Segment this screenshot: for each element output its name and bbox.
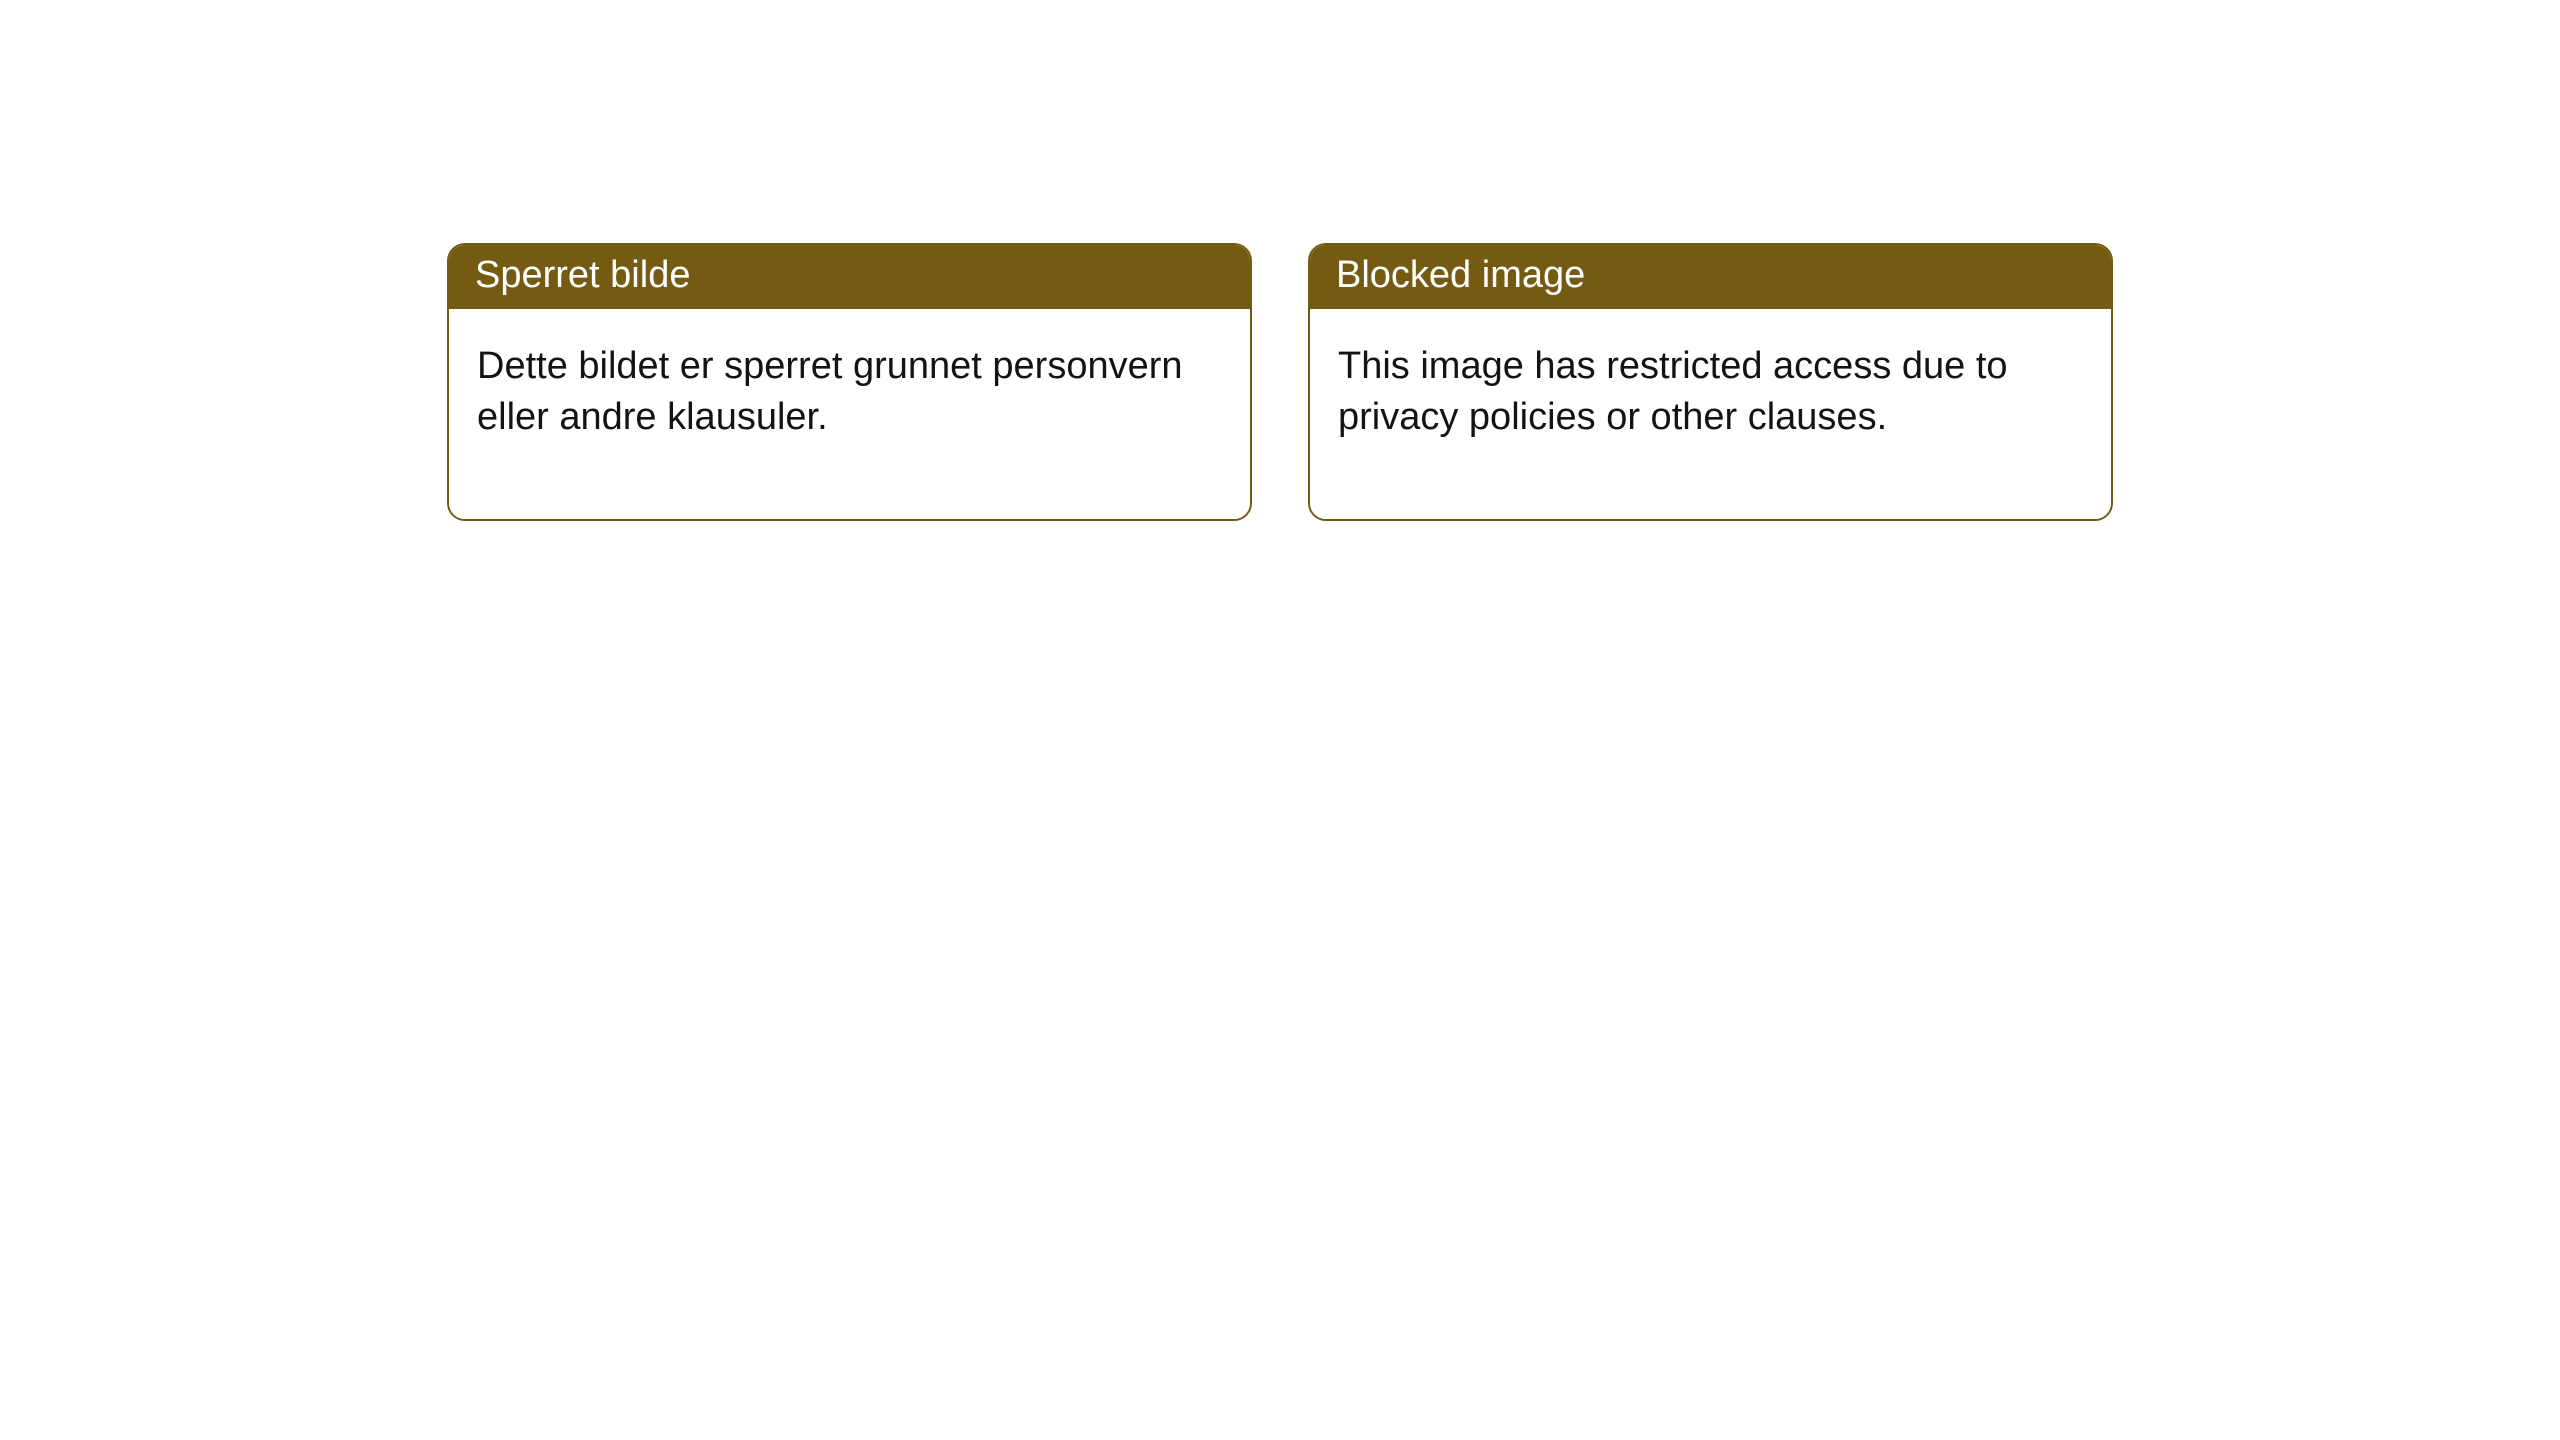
notice-card-english: Blocked image This image has restricted … xyxy=(1308,243,2113,521)
notice-card-body: Dette bildet er sperret grunnet personve… xyxy=(449,309,1250,519)
notice-card-norwegian: Sperret bilde Dette bildet er sperret gr… xyxy=(447,243,1252,521)
notice-card-title: Blocked image xyxy=(1310,245,2111,309)
notice-container: Sperret bilde Dette bildet er sperret gr… xyxy=(0,0,2560,521)
notice-card-title: Sperret bilde xyxy=(449,245,1250,309)
notice-card-body: This image has restricted access due to … xyxy=(1310,309,2111,519)
